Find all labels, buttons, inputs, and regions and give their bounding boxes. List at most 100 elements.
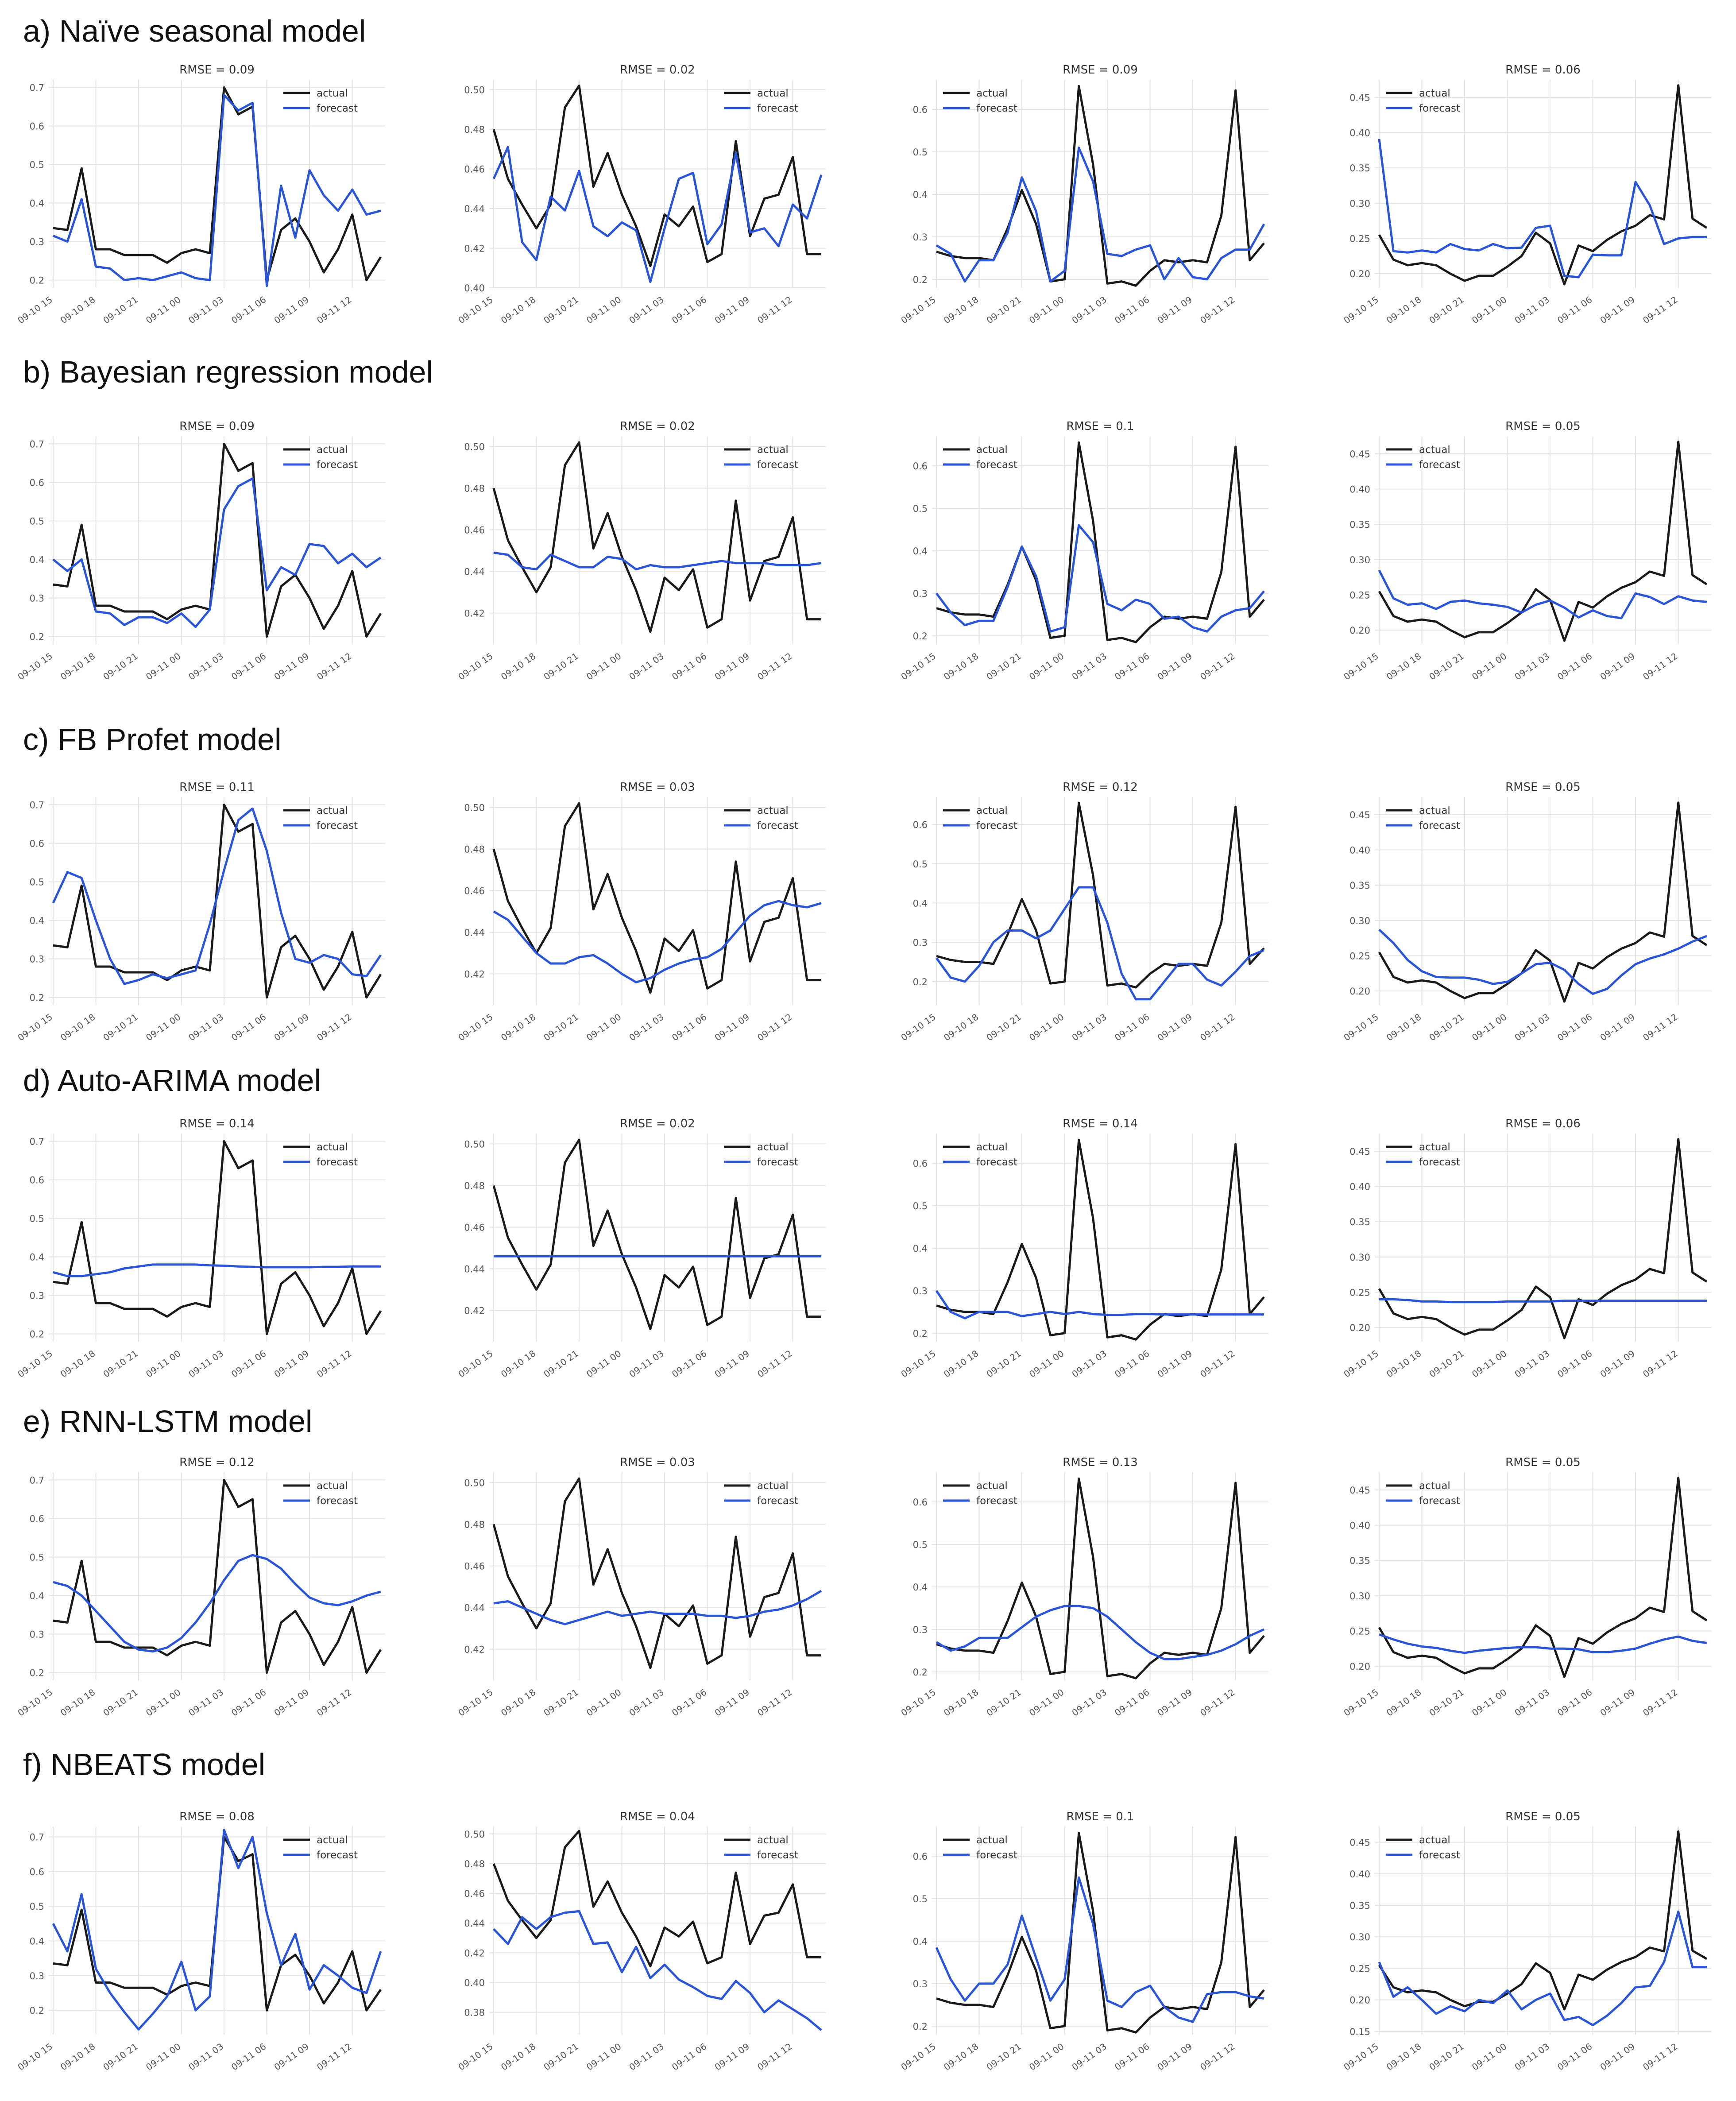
x-tick-label: 09-11 12 [755, 2041, 794, 2072]
y-tick-label: 0.6 [30, 838, 44, 849]
legend-forecast-label: forecast [757, 1849, 798, 1861]
x-tick-label: 09-11 06 [229, 1011, 268, 1043]
x-tick-label: 09-10 18 [942, 2041, 980, 2072]
y-tick-label: 0.2 [913, 275, 928, 285]
x-tick-label: 09-10 18 [942, 1687, 980, 1718]
legend-actual-label: actual [1419, 444, 1450, 456]
x-tick-label: 09-10 15 [899, 2041, 937, 2072]
rmse-title: RMSE = 0.06 [1505, 63, 1581, 77]
y-tick-label: 0.7 [30, 800, 44, 810]
x-tick-label: 09-11 03 [1513, 1687, 1551, 1718]
x-tick-label: 09-11 00 [1470, 2041, 1508, 2072]
rmse-title: RMSE = 0.02 [620, 1117, 695, 1130]
forecast-series-line [493, 900, 822, 983]
actual-series-line [1378, 1138, 1708, 1339]
x-tick-label: 09-11 03 [1070, 1348, 1109, 1379]
x-tick-label: 09-11 00 [1027, 1011, 1066, 1043]
x-tick-label: 09-11 06 [670, 650, 708, 682]
x-tick-label: 09-11 03 [1070, 2041, 1109, 2072]
x-tick-label: 09-10 15 [899, 650, 937, 682]
y-tick-label: 0.6 [913, 1158, 928, 1169]
legend-actual-label: actual [757, 88, 789, 99]
y-tick-label: 0.2 [913, 2021, 928, 2032]
y-tick-label: 0.3 [913, 1979, 928, 1989]
y-tick-label: 0.50 [464, 1139, 485, 1150]
x-tick-label: 09-11 00 [1470, 1687, 1508, 1718]
x-tick-label: 09-10 15 [456, 1011, 495, 1043]
forecast-chart: RMSE = 0.090.20.30.40.50.609-10 15 09-10 … [899, 63, 1268, 326]
x-tick-label: 09-11 06 [229, 294, 268, 325]
x-tick-label: 09-10 18 [499, 650, 537, 682]
x-tick-label: 09-11 03 [1070, 650, 1109, 682]
y-tick-label: 0.5 [30, 1213, 44, 1224]
y-tick-label: 0.44 [464, 1918, 485, 1929]
y-tick-label: 0.48 [464, 124, 485, 135]
y-tick-label: 0.6 [913, 461, 928, 472]
x-tick-label: 09-11 03 [187, 1687, 225, 1718]
x-tick-label: 09-10 21 [984, 1687, 1023, 1718]
legend-actual-label: actual [976, 1141, 1008, 1153]
x-tick-label: 09-11 00 [144, 2041, 182, 2072]
y-tick-label: 0.40 [1349, 484, 1370, 495]
x-tick-label: 09-10 21 [101, 294, 139, 325]
x-tick-label: 09-11 03 [187, 1011, 225, 1043]
x-tick-label: 09-11 12 [315, 650, 353, 682]
forecast-chart: RMSE = 0.120.20.30.40.50.609-10 15 09-10 … [899, 781, 1268, 1043]
rmse-title: RMSE = 0.05 [1505, 420, 1581, 433]
x-tick-label: 09-11 06 [229, 2041, 268, 2072]
y-tick-label: 0.48 [464, 844, 485, 855]
x-tick-label: 09-10 21 [101, 1348, 139, 1379]
y-tick-label: 0.5 [30, 159, 44, 170]
y-tick-label: 0.5 [913, 859, 928, 870]
y-tick-label: 0.48 [464, 1520, 485, 1530]
x-tick-label: 09-10 15 [15, 294, 54, 325]
y-tick-label: 0.40 [1349, 1869, 1370, 1880]
rmse-title: RMSE = 0.14 [1063, 1117, 1138, 1130]
x-tick-label: 09-11 09 [272, 1348, 311, 1379]
y-tick-label: 0.5 [913, 503, 928, 514]
x-tick-label: 09-10 15 [456, 1348, 495, 1379]
y-tick-label: 0.15 [1349, 2027, 1370, 2037]
x-tick-label: 09-11 06 [229, 1348, 268, 1379]
x-tick-label: 09-11 09 [1598, 2041, 1637, 2072]
y-tick-label: 0.3 [913, 232, 928, 243]
x-tick-label: 09-11 06 [1555, 2041, 1594, 2072]
x-tick-label: 09-10 18 [58, 650, 97, 682]
x-tick-label: 09-11 09 [1156, 1687, 1194, 1718]
x-tick-label: 09-11 03 [1070, 1011, 1109, 1043]
x-tick-label: 09-10 21 [101, 1687, 139, 1718]
x-tick-label: 09-11 00 [144, 1011, 182, 1043]
y-tick-label: 0.5 [913, 1894, 928, 1904]
legend-actual-label: actual [317, 1480, 348, 1492]
y-tick-label: 0.2 [30, 632, 44, 642]
legend-actual-label: actual [976, 805, 1008, 816]
legend-actual-label: actual [317, 1834, 348, 1846]
x-tick-label: 09-11 09 [1598, 1687, 1637, 1718]
y-tick-label: 0.35 [1349, 1555, 1370, 1566]
x-tick-label: 09-10 15 [899, 1011, 937, 1043]
x-tick-label: 09-11 00 [1027, 1687, 1066, 1718]
y-tick-label: 0.5 [30, 516, 44, 526]
legend-actual-label: actual [1419, 805, 1450, 816]
legend-actual-label: actual [1419, 1141, 1450, 1153]
x-tick-label: 09-11 06 [670, 294, 708, 325]
y-tick-label: 0.6 [913, 1497, 928, 1508]
x-tick-label: 09-11 09 [713, 2041, 751, 2072]
x-tick-label: 09-11 03 [627, 1011, 666, 1043]
x-tick-label: 09-10 18 [58, 1687, 97, 1718]
legend-forecast-label: forecast [757, 103, 798, 114]
x-tick-label: 09-11 09 [272, 1687, 311, 1718]
y-tick-label: 0.46 [464, 886, 485, 897]
y-tick-label: 0.30 [1349, 916, 1370, 926]
forecast-chart: RMSE = 0.02 0.40 0.42 0.44 0.46 0.48 0.50 09-10… [456, 63, 826, 326]
x-tick-label: 09-11 00 [1027, 1348, 1066, 1379]
forecast-series-line [1379, 1298, 1707, 1304]
actual-series-line [492, 1138, 821, 1331]
x-tick-label: 09-10 15 [1342, 1348, 1380, 1379]
forecast-series-line [53, 1554, 381, 1653]
x-tick-label: 09-10 15 [899, 294, 937, 325]
forecast-series-line [52, 477, 382, 628]
y-tick-label: 0.46 [464, 525, 485, 536]
x-tick-label: 09-10 15 [15, 2041, 54, 2072]
